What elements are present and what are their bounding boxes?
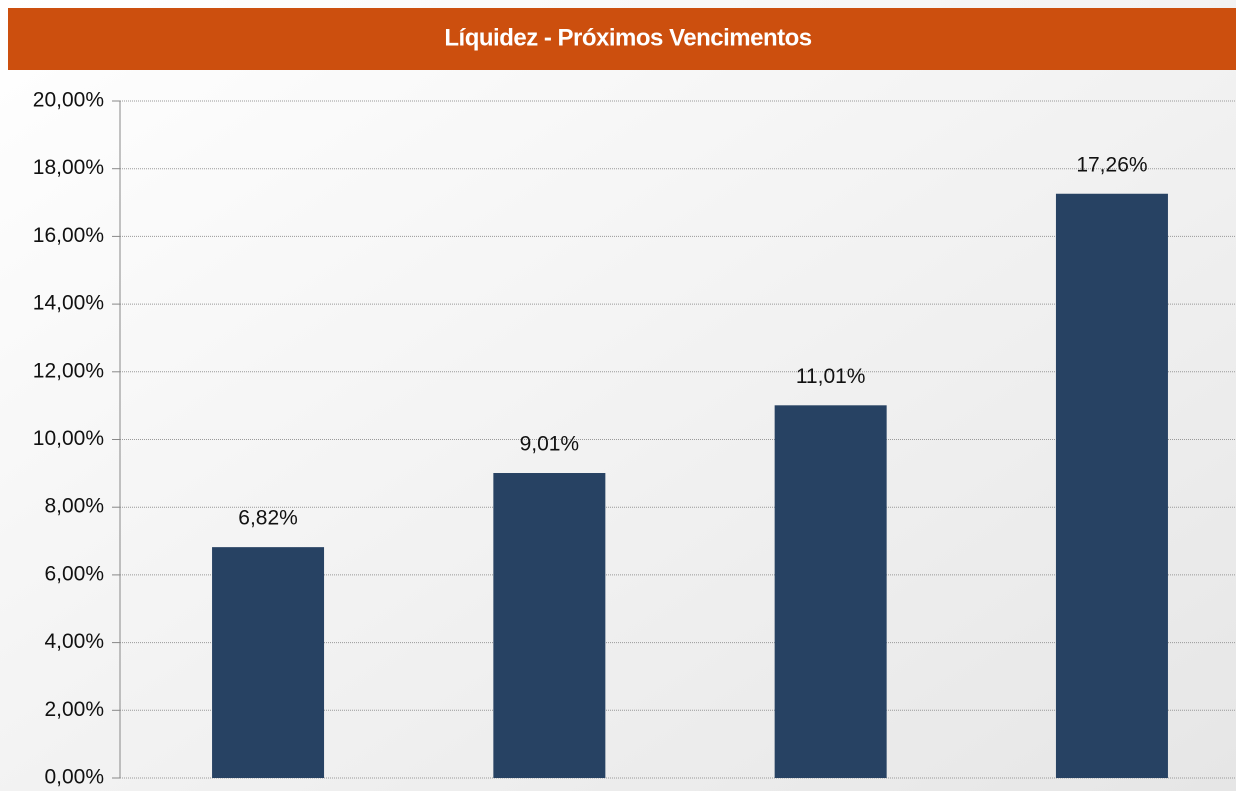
y-tick-label: 12,00% [33, 359, 104, 382]
y-tick-label: 0,00% [44, 766, 104, 789]
bar [212, 547, 325, 778]
chart-title: Líquidez - Próximos Vencimentos [444, 24, 811, 51]
data-label: 17,26% [1076, 153, 1147, 176]
title-banner [8, 8, 1236, 70]
data-label: 9,01% [520, 433, 580, 456]
y-tick-label: 14,00% [33, 292, 104, 315]
data-label: 6,82% [238, 507, 298, 530]
bar [1055, 193, 1168, 778]
y-tick-label: 10,00% [33, 427, 104, 450]
y-tick-label: 20,00% [33, 89, 104, 112]
y-tick-label: 2,00% [44, 698, 104, 721]
y-tick-label: 6,00% [44, 562, 104, 585]
y-tick-label: 18,00% [33, 156, 104, 179]
bar [493, 473, 606, 778]
y-tick-label: 16,00% [33, 224, 104, 247]
y-tick-label: 4,00% [44, 630, 104, 653]
y-tick-label: 8,00% [44, 495, 104, 518]
data-label: 11,01% [796, 365, 866, 388]
bar [774, 405, 887, 778]
